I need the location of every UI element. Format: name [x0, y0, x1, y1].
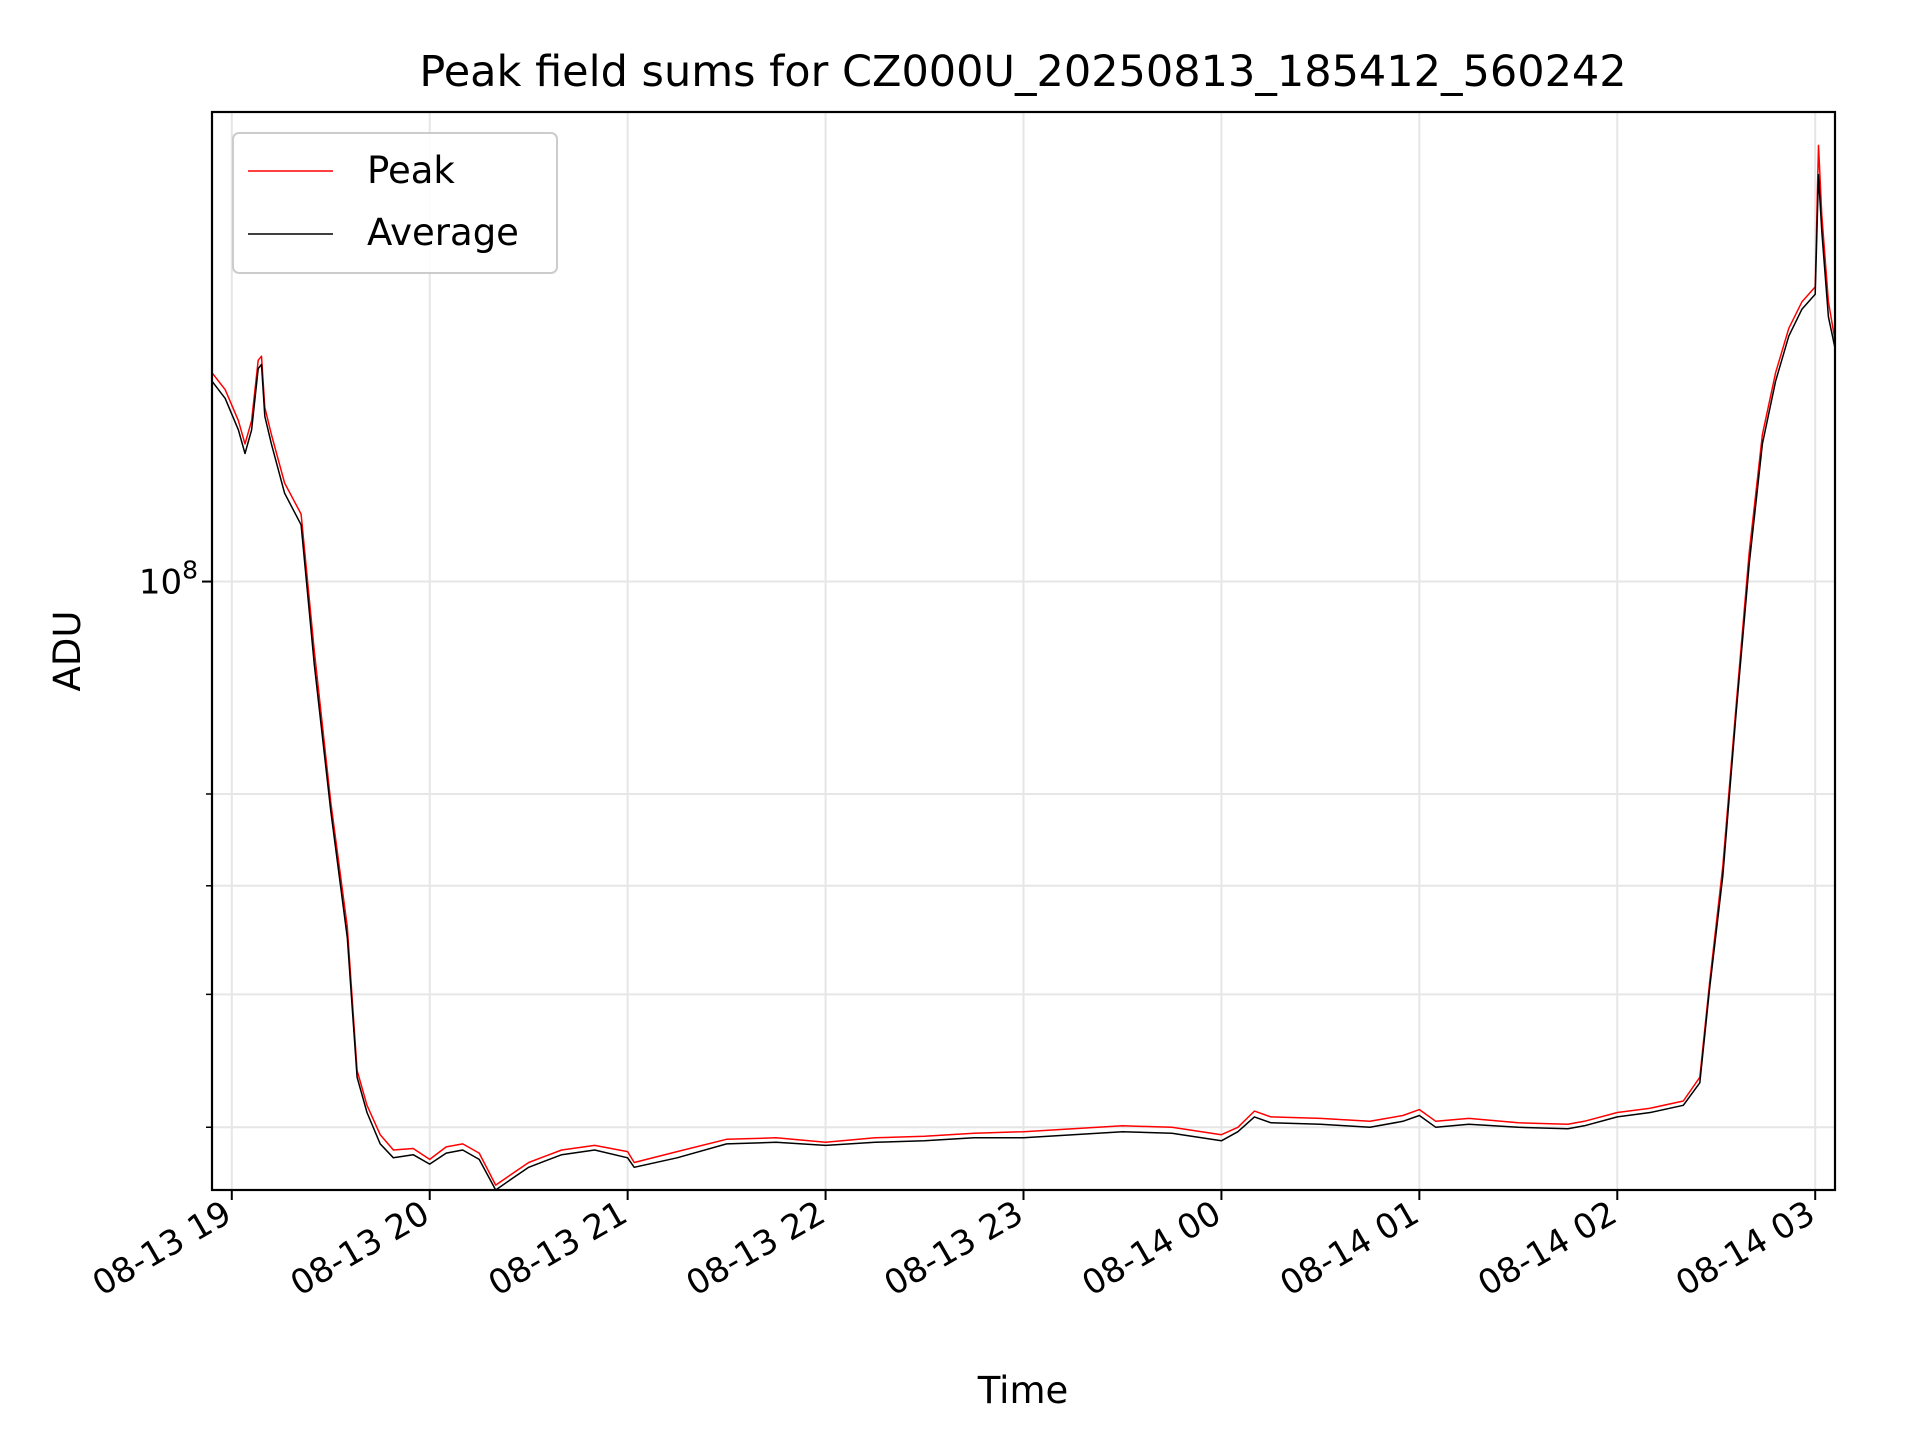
legend-label-peak: Peak [367, 149, 455, 192]
x-axis-label: Time [977, 1369, 1069, 1412]
legend-label-average: Average [367, 211, 519, 254]
y-tick-label: 108 [139, 556, 198, 603]
legend: Peak Average [232, 132, 558, 274]
y-axis: 108 [139, 556, 212, 1129]
chart-title: Peak field sums for CZ000U_20250813_1854… [419, 47, 1626, 97]
series-group [211, 144, 1836, 1191]
series-line-average [211, 173, 1836, 1191]
y-axis-label: ADU [46, 611, 89, 692]
legend-box [232, 132, 558, 274]
